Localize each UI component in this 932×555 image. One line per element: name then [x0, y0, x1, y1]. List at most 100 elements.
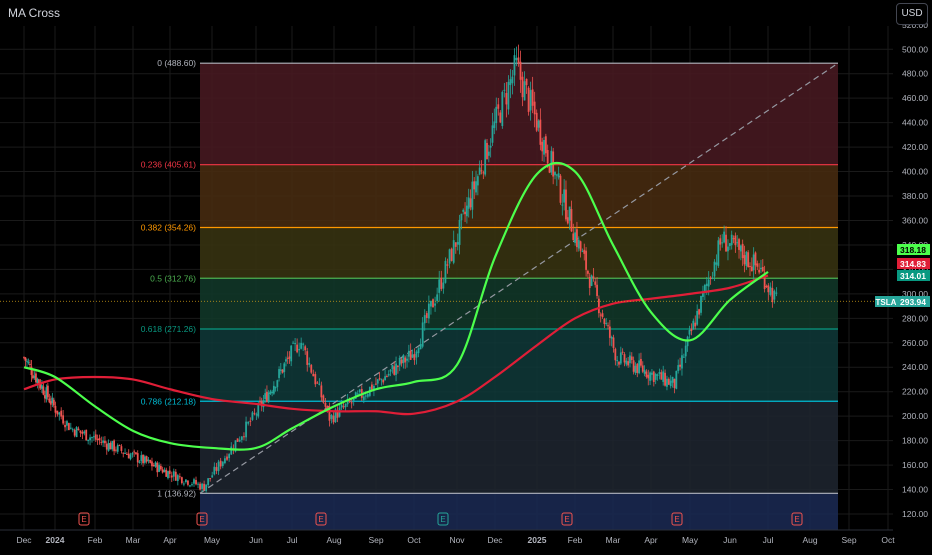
candle-body	[527, 87, 530, 112]
candle-body	[495, 106, 498, 124]
candle-body	[96, 438, 99, 440]
candle-body	[234, 440, 237, 452]
candle-body	[465, 205, 468, 217]
candle-body	[247, 421, 250, 424]
candle-body	[224, 458, 226, 464]
candle-body	[411, 354, 414, 358]
candle-body	[550, 150, 553, 173]
candle-body	[330, 414, 333, 419]
candle-body	[259, 401, 261, 403]
candle-body	[58, 412, 61, 415]
candle-body	[700, 295, 702, 313]
candle-body	[136, 453, 139, 463]
candle-body	[324, 402, 327, 407]
price-badge-value: 314.83	[900, 259, 926, 269]
candle-body	[423, 315, 426, 324]
candle-body	[614, 348, 617, 361]
candle-body	[605, 323, 608, 325]
candle-body	[754, 252, 757, 266]
fib-label: 0.382 (354.26)	[141, 223, 196, 233]
candle-body	[537, 120, 540, 128]
candle-body	[42, 386, 45, 395]
candle-body	[450, 248, 453, 261]
candle-body	[658, 372, 661, 374]
candle-body	[322, 395, 325, 403]
candle-body	[336, 410, 339, 418]
earnings-marker-label: E	[674, 515, 679, 524]
candle-body	[400, 359, 403, 364]
y-tick-label: 360.00	[902, 215, 928, 225]
candle-body	[36, 378, 39, 384]
x-tick-label: Sep	[841, 535, 856, 545]
candle-body	[161, 469, 164, 473]
candle-body	[364, 395, 367, 397]
candle-body	[717, 240, 720, 266]
candle-body	[760, 267, 762, 270]
symbol-badge	[875, 296, 897, 307]
candle-body	[739, 245, 742, 252]
candle-body	[758, 269, 761, 273]
fib-label: 0.5 (312.76)	[150, 273, 196, 283]
candle-body	[404, 357, 407, 363]
price-badge	[897, 270, 930, 281]
candle-body	[430, 300, 432, 307]
candle-body	[427, 303, 430, 319]
candle-body	[671, 376, 674, 383]
candle-body	[592, 276, 595, 279]
candle-body	[228, 454, 231, 459]
candle-body	[696, 310, 699, 325]
candle-body	[688, 330, 691, 335]
candle-body	[407, 350, 410, 357]
candle-body	[577, 239, 580, 249]
candle-body	[102, 440, 105, 443]
earnings-marker-label: E	[81, 515, 86, 524]
candle-body	[51, 397, 54, 404]
candle-body	[245, 421, 247, 438]
candle-body	[406, 358, 408, 361]
candle-body	[396, 365, 399, 368]
candle-body	[509, 79, 512, 86]
candle-body	[738, 239, 740, 250]
candle-body	[442, 282, 445, 289]
fib-label: 0.618 (271.26)	[141, 324, 196, 334]
candle-body	[346, 399, 349, 405]
candle-body	[773, 290, 776, 300]
candle-body	[41, 385, 43, 389]
candle-body	[684, 345, 687, 357]
candle-body	[692, 320, 695, 330]
candle-body	[54, 405, 57, 413]
earnings-marker	[791, 512, 803, 526]
candle-body	[278, 369, 280, 378]
x-tick-label: May	[682, 535, 699, 545]
candle-body	[713, 261, 716, 277]
candle-body	[462, 209, 465, 212]
y-tick-label: 200.00	[902, 411, 928, 421]
candle-body	[662, 371, 665, 382]
earnings-marker-label: E	[564, 515, 569, 524]
candle-body	[568, 206, 571, 221]
candle-body	[543, 140, 545, 155]
candle-body	[601, 313, 604, 317]
y-tick-label: 140.00	[902, 485, 928, 495]
candle-body	[651, 372, 653, 375]
candle-body	[476, 176, 479, 186]
currency-button[interactable]: USD	[896, 3, 928, 25]
candle-body	[64, 424, 66, 428]
candle-body	[482, 172, 485, 174]
candle-body	[174, 471, 177, 481]
candle-body	[240, 436, 243, 440]
candle-body	[73, 429, 76, 436]
y-tick-label: 400.00	[902, 167, 928, 177]
candle-body	[67, 423, 70, 431]
candle-body	[480, 170, 483, 172]
candle-body	[618, 361, 620, 365]
candle-body	[197, 483, 199, 485]
candle-body	[294, 343, 296, 345]
candle-body	[217, 461, 220, 472]
earnings-marker-label: E	[440, 515, 445, 524]
candle-body	[719, 238, 722, 245]
candle-body	[409, 350, 412, 360]
candle-body	[105, 443, 108, 450]
